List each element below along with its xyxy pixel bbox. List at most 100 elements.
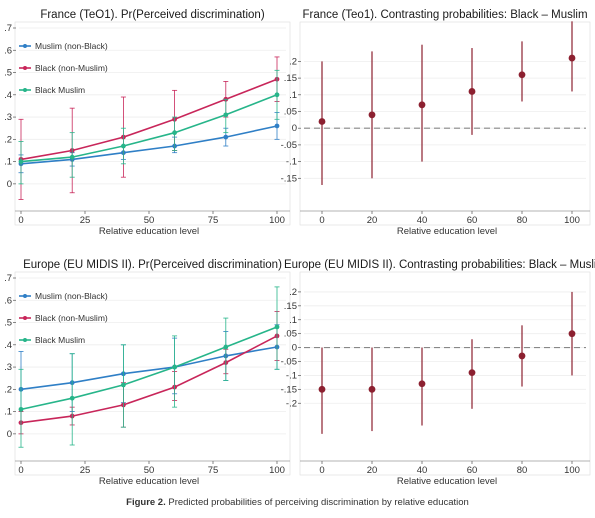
- data-point: [172, 130, 178, 136]
- chart-title: France (TeO1). Pr(Perceived discriminati…: [40, 9, 264, 21]
- data-point: [518, 71, 526, 79]
- y-tick-label: .15: [284, 73, 297, 84]
- legend-marker: [23, 294, 27, 298]
- series-3: [18, 286, 280, 448]
- data-point: [418, 380, 426, 388]
- x-tick-label: 0: [319, 465, 324, 476]
- y-tick-label: .7: [4, 273, 12, 284]
- data-point: [318, 118, 326, 125]
- y-tick-label: .7: [4, 23, 12, 34]
- legend-marker: [23, 66, 27, 70]
- y-tick-label: -.05: [281, 140, 297, 151]
- data-point: [223, 344, 229, 350]
- data-point: [518, 352, 526, 360]
- data-point: [568, 330, 576, 338]
- y-tick-label: -.1: [286, 157, 297, 168]
- y-tick-label: .05: [284, 329, 297, 340]
- data-point: [274, 123, 280, 129]
- data-point: [368, 385, 376, 393]
- series-line: [20, 326, 278, 411]
- y-tick-label: -.15: [281, 384, 297, 395]
- y-tick-label: .4: [4, 90, 12, 101]
- legend-marker: [23, 338, 27, 342]
- y-tick-label: 0: [7, 429, 12, 440]
- legend-label: Black Muslim: [35, 85, 85, 95]
- y-tick-label: .3: [4, 112, 12, 123]
- data-point: [18, 159, 24, 165]
- data-point: [274, 92, 280, 98]
- data-point: [274, 324, 280, 330]
- data-point: [223, 112, 229, 118]
- x-tick-label: 0: [319, 215, 324, 226]
- panel-frame: [14, 271, 291, 476]
- y-tick-label: .05: [284, 107, 297, 118]
- x-tick-label: 100: [564, 465, 580, 476]
- data-point: [418, 101, 426, 109]
- data-point: [318, 385, 326, 393]
- y-tick-label: .5: [4, 318, 12, 329]
- x-tick-label: 50: [144, 215, 155, 226]
- y-tick-label: .5: [4, 68, 12, 79]
- legend-label: Black (non-Muslim): [35, 63, 108, 73]
- legend-marker: [23, 44, 27, 48]
- x-axis-label: Relative education level: [99, 226, 199, 237]
- legend: Muslim (non-Black) Black (non-Muslim) Blac…: [19, 291, 108, 345]
- x-tick-label: 75: [208, 465, 219, 476]
- data-point: [468, 88, 476, 95]
- x-tick-label: 25: [80, 465, 91, 476]
- chart-panel-1: France (TeO1). Pr(Perceived discriminati…: [4, 9, 291, 237]
- chart-panel-4: Europe (EU MIDIS II). Contrasting probab…: [281, 259, 595, 487]
- series-1: [318, 291, 576, 434]
- x-tick-label: 25: [80, 215, 91, 226]
- y-tick-label: -.1: [286, 370, 297, 381]
- panel-frame: [14, 21, 291, 226]
- y-tick-label: .6: [4, 295, 12, 306]
- y-tick-label: .1: [289, 90, 297, 101]
- x-tick-label: 80: [517, 215, 528, 226]
- y-tick-label: .4: [4, 340, 12, 351]
- data-point: [223, 134, 229, 140]
- legend-label: Black Muslim: [35, 335, 85, 345]
- legend-label: Muslim (non-Black): [35, 291, 108, 301]
- y-tick-label: -.15: [281, 173, 297, 184]
- panel-frame: [299, 271, 591, 476]
- y-tick-label: .2: [289, 56, 297, 67]
- x-axis-label: Relative education level: [99, 476, 199, 487]
- y-tick-label: .3: [4, 362, 12, 373]
- x-axis-label: Relative education level: [397, 476, 497, 487]
- y-tick-label: .1: [4, 157, 12, 168]
- x-tick-label: 20: [367, 465, 378, 476]
- data-point: [69, 395, 75, 401]
- x-tick-label: 40: [417, 215, 428, 226]
- series-line: [20, 335, 278, 424]
- x-tick-label: 100: [564, 215, 580, 226]
- y-tick-label: -.2: [286, 398, 297, 409]
- chart-title: Europe (EU MIDIS II). Pr(Perceived discr…: [23, 259, 282, 271]
- x-axis-label: Relative education level: [397, 226, 497, 237]
- series-1: [318, 21, 576, 185]
- series-line: [20, 78, 278, 161]
- legend-marker: [23, 316, 27, 320]
- series-line: [20, 94, 278, 163]
- y-tick-label: .6: [4, 45, 12, 56]
- data-point: [121, 143, 126, 149]
- x-tick-label: 0: [18, 465, 23, 476]
- legend-marker: [23, 88, 27, 92]
- chart-panel-3: Europe (EU MIDIS II). Pr(Perceived discr…: [4, 259, 291, 487]
- series-3: [18, 69, 280, 185]
- data-point: [172, 364, 178, 370]
- panel-frame: [299, 21, 591, 226]
- series-line: [20, 346, 278, 391]
- figure-caption-text: Predicted probabilities of perceiving di…: [168, 497, 469, 508]
- x-tick-label: 100: [269, 215, 285, 226]
- x-tick-label: 75: [208, 215, 219, 226]
- y-tick-label: .15: [284, 301, 297, 312]
- series-line: [20, 125, 278, 165]
- y-tick-label: .1: [4, 407, 12, 418]
- data-point: [69, 154, 75, 160]
- x-tick-label: 20: [367, 215, 378, 226]
- x-tick-label: 60: [467, 215, 478, 226]
- y-tick-label: 0: [292, 343, 297, 354]
- x-tick-label: 60: [467, 465, 478, 476]
